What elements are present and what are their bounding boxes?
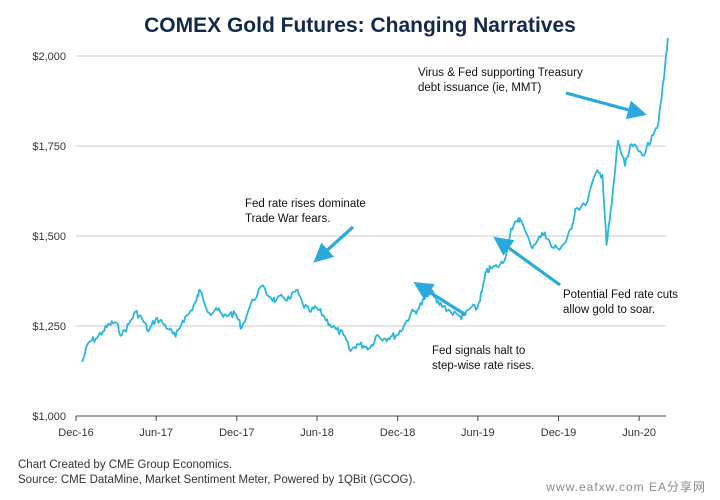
annotation-1: Virus & Fed supporting Treasury debt issu…: [418, 67, 647, 120]
annotation-4: Fed signals halt to step-wise rate rises.: [413, 282, 534, 372]
annotation-text: Virus & Fed supporting Treasury: [418, 67, 583, 79]
x-tick-label: Dec-17: [219, 427, 254, 439]
annotation-text: allow gold to soar.: [563, 304, 655, 316]
gold-futures-chart: $2,000 $1,750 $1,500 $1,250 $1,000 Dec-16 Jun…: [32, 37, 678, 439]
watermark: www.eafxw.com EA分享网: [546, 480, 706, 494]
annotation-text: step-wise rate rises.: [432, 360, 534, 372]
chart-footer: Chart Created by CME Group Economics. So…: [18, 458, 416, 488]
x-tick-label: Jun-20: [622, 427, 656, 439]
x-tick-label: Jun-17: [139, 427, 173, 439]
annotation-text: Potential Fed rate cuts: [563, 289, 678, 301]
annotation-2: Fed rate rises dominate Trade War fears.: [245, 198, 366, 263]
y-tick-label: $1,000: [32, 411, 66, 423]
y-tick-label: $1,750: [32, 141, 66, 153]
x-tick-label: Dec-19: [541, 427, 576, 439]
x-tick-label: Dec-16: [58, 427, 93, 439]
footer-credit: Chart Created by CME Group Economics.: [18, 459, 233, 471]
chart-title: COMEX Gold Futures: Changing Narratives: [144, 14, 576, 37]
x-tick-label: Jun-18: [300, 427, 334, 439]
y-tick-label: $1,250: [32, 321, 66, 333]
y-tick-label: $1,500: [32, 231, 66, 243]
x-tick-label: Dec-18: [380, 427, 415, 439]
annotation-text: Trade War fears.: [245, 213, 330, 225]
annotation-arrow: [413, 282, 467, 317]
annotation-arrow: [493, 236, 561, 287]
annotation-3: Potential Fed rate cuts allow gold to soa…: [493, 236, 678, 316]
footer-source: Source: CME DataMine, Market Sentiment M…: [18, 474, 416, 486]
annotation-text: Fed rate rises dominate: [245, 198, 366, 210]
y-tick-label: $2,000: [32, 51, 66, 63]
annotation-text: Fed signals halt to: [432, 345, 525, 357]
series-line-0: [81, 37, 669, 363]
x-tick-label: Jun-19: [461, 427, 495, 439]
annotation-arrow: [313, 225, 355, 263]
annotation-text: debt issuance (ie, MMT): [418, 82, 542, 94]
annotation-arrow: [565, 91, 647, 120]
